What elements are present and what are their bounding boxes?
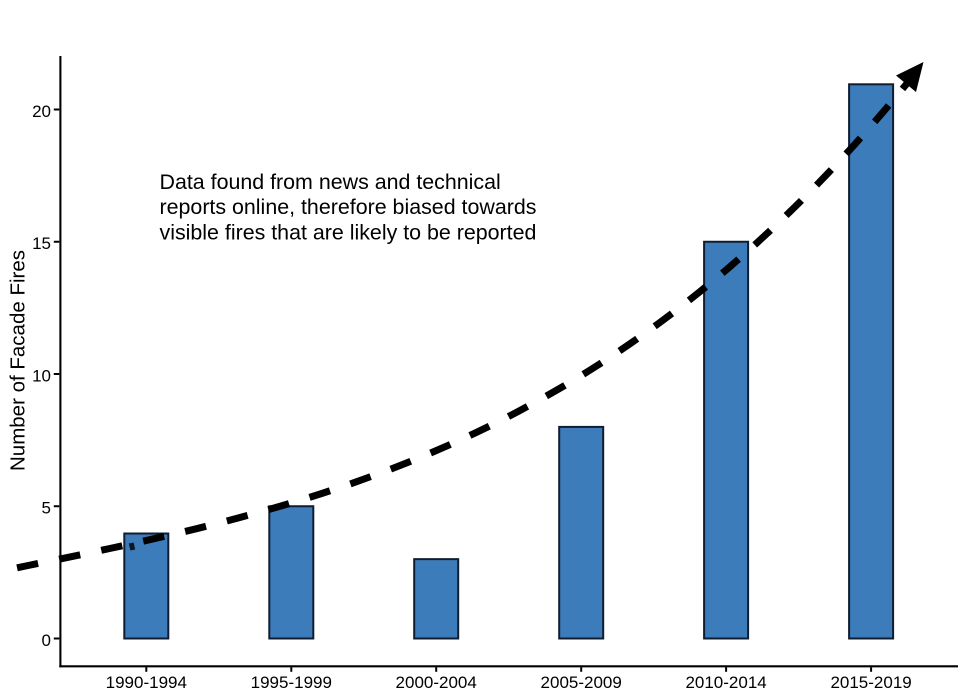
svg-text:10: 10 <box>32 367 51 386</box>
svg-text:20: 20 <box>32 102 51 121</box>
svg-text:2005-2009: 2005-2009 <box>541 673 622 692</box>
svg-text:15: 15 <box>32 234 51 253</box>
svg-text:0: 0 <box>42 631 51 650</box>
svg-text:Number of Facade Fires: Number of Facade Fires <box>7 250 30 471</box>
svg-text:2000-2004: 2000-2004 <box>396 673 477 692</box>
svg-text:Data found from news and techn: Data found from news and technical <box>160 170 501 194</box>
svg-text:visible fires that are likely: visible fires that are likely to be repo… <box>160 221 537 245</box>
svg-text:5: 5 <box>42 499 51 518</box>
svg-text:2010-2014: 2010-2014 <box>685 673 766 692</box>
svg-text:reports online, therefore bias: reports online, therefore biased towards <box>160 195 537 219</box>
svg-text:1990-1994: 1990-1994 <box>106 673 187 692</box>
svg-text:1995-1999: 1995-1999 <box>251 673 332 692</box>
svg-text:2015-2019: 2015-2019 <box>830 673 911 692</box>
